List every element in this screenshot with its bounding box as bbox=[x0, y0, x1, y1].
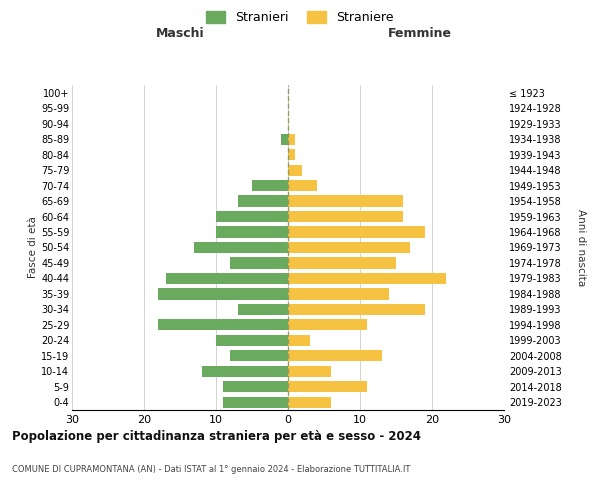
Bar bbox=[288, 149, 295, 160]
Bar bbox=[288, 288, 389, 300]
Text: Popolazione per cittadinanza straniera per età e sesso - 2024: Popolazione per cittadinanza straniera p… bbox=[12, 430, 421, 443]
Bar bbox=[158, 320, 288, 330]
Bar bbox=[216, 226, 288, 237]
Bar bbox=[281, 134, 288, 144]
Bar bbox=[238, 196, 288, 206]
Text: Femmine: Femmine bbox=[388, 27, 452, 40]
Bar bbox=[288, 304, 425, 315]
Bar bbox=[202, 366, 288, 377]
Text: Maschi: Maschi bbox=[155, 27, 205, 40]
Bar bbox=[216, 211, 288, 222]
Bar bbox=[216, 335, 288, 346]
Bar bbox=[288, 196, 403, 206]
Bar bbox=[288, 350, 382, 362]
Bar bbox=[288, 381, 367, 392]
Bar bbox=[288, 396, 331, 408]
Bar bbox=[288, 320, 367, 330]
Bar bbox=[288, 226, 425, 237]
Y-axis label: Anni di nascita: Anni di nascita bbox=[575, 209, 586, 286]
Text: COMUNE DI CUPRAMONTANA (AN) - Dati ISTAT al 1° gennaio 2024 - Elaborazione TUTTI: COMUNE DI CUPRAMONTANA (AN) - Dati ISTAT… bbox=[12, 465, 410, 474]
Bar bbox=[230, 258, 288, 268]
Y-axis label: Fasce di età: Fasce di età bbox=[28, 216, 38, 278]
Bar bbox=[252, 180, 288, 191]
Bar bbox=[288, 180, 317, 191]
Legend: Stranieri, Straniere: Stranieri, Straniere bbox=[202, 6, 398, 29]
Bar bbox=[288, 335, 310, 346]
Bar bbox=[288, 134, 295, 144]
Bar bbox=[288, 211, 403, 222]
Bar bbox=[288, 242, 410, 253]
Bar bbox=[194, 242, 288, 253]
Bar bbox=[223, 381, 288, 392]
Bar bbox=[230, 350, 288, 362]
Bar bbox=[223, 396, 288, 408]
Bar bbox=[238, 304, 288, 315]
Bar bbox=[288, 258, 396, 268]
Bar bbox=[288, 164, 302, 175]
Bar bbox=[166, 273, 288, 284]
Bar bbox=[288, 366, 331, 377]
Bar bbox=[158, 288, 288, 300]
Bar bbox=[288, 273, 446, 284]
